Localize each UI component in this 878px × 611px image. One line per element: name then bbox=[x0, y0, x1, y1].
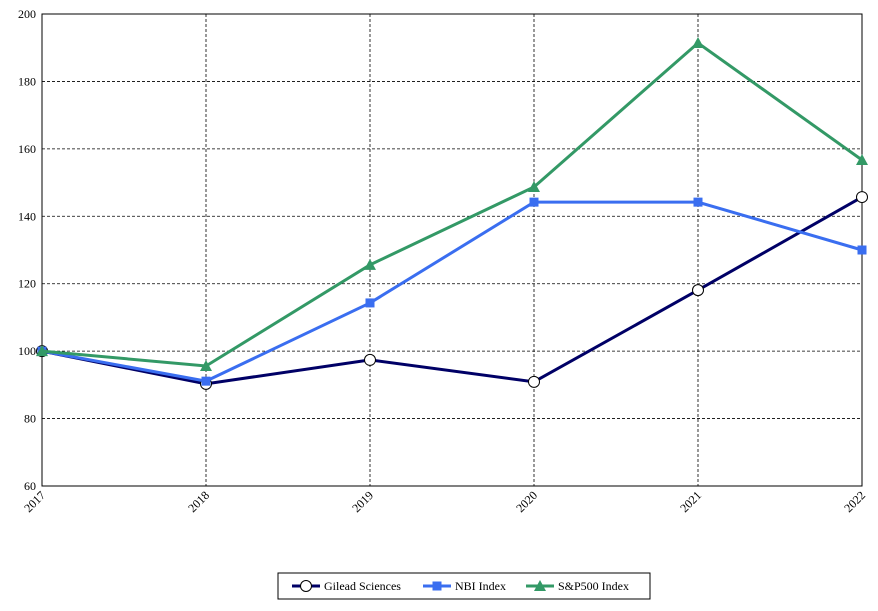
x-tick-label: 2021 bbox=[677, 488, 704, 515]
x-tick-label: 2020 bbox=[513, 488, 540, 515]
y-tick-label: 140 bbox=[18, 209, 36, 223]
legend-label: Gilead Sciences bbox=[324, 579, 401, 593]
legend-box bbox=[277, 572, 651, 600]
y-tick-label: 120 bbox=[18, 277, 36, 291]
series-line bbox=[41, 195, 863, 386]
legend-marker bbox=[534, 580, 546, 591]
x-tick-label: 2022 bbox=[841, 488, 868, 515]
data-point bbox=[364, 353, 376, 366]
data-point bbox=[857, 245, 867, 255]
legend-marker bbox=[432, 581, 442, 591]
x-tick-label: 2018 bbox=[185, 488, 212, 515]
y-tick-label: 60 bbox=[24, 479, 36, 493]
data-point bbox=[856, 153, 868, 165]
y-tick-label: 200 bbox=[18, 7, 36, 21]
y-tick-label: 160 bbox=[18, 142, 36, 156]
data-point bbox=[856, 191, 868, 204]
legend: Gilead Sciences NBI Index S&P500 Index bbox=[277, 572, 651, 600]
plot-area bbox=[41, 13, 863, 487]
data-point bbox=[365, 298, 375, 308]
y-tick-label: 80 bbox=[24, 412, 36, 426]
data-point bbox=[201, 376, 211, 386]
data-point bbox=[692, 284, 704, 297]
data-point bbox=[692, 36, 704, 48]
y-tick-label: 180 bbox=[18, 74, 36, 88]
data-point bbox=[693, 197, 703, 207]
data-point bbox=[528, 375, 540, 388]
data-point bbox=[200, 359, 212, 371]
data-point bbox=[529, 197, 539, 207]
legend-marker bbox=[300, 580, 312, 592]
series-line bbox=[41, 41, 863, 368]
series-line bbox=[41, 200, 863, 383]
data-point bbox=[36, 345, 48, 357]
data-point bbox=[364, 258, 376, 270]
legend-label: NBI Index bbox=[455, 579, 506, 593]
x-tick-label: 2019 bbox=[349, 488, 376, 515]
legend-label: S&P500 Index bbox=[558, 579, 629, 593]
data-point bbox=[528, 180, 540, 192]
y-tick-label: 100 bbox=[18, 344, 36, 358]
